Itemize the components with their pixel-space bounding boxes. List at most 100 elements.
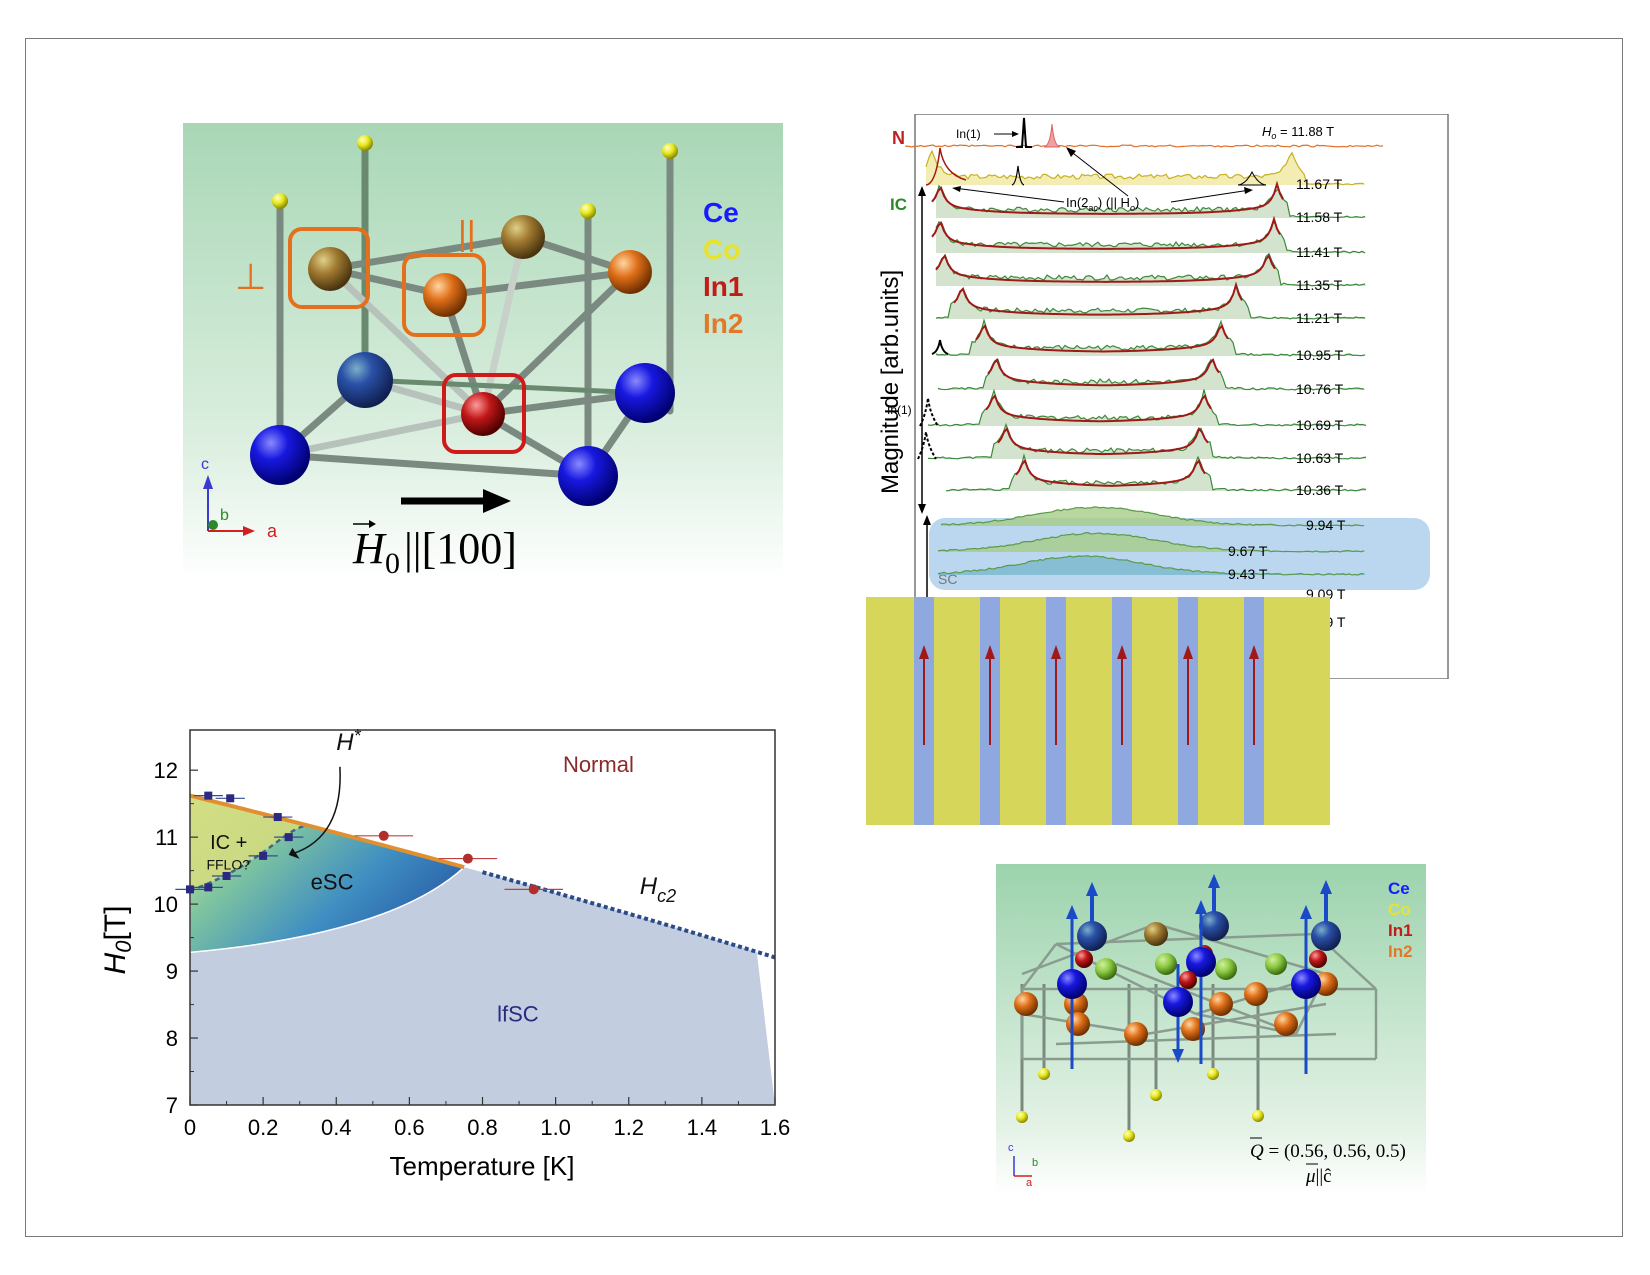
svg-text:c: c — [1008, 1142, 1014, 1154]
data-point-square — [204, 883, 213, 892]
label-normal: N — [892, 128, 905, 148]
y-tick-label: 8 — [166, 1026, 178, 1051]
afm-legend-in2: In2 — [1388, 942, 1413, 961]
hstar-arrow — [292, 766, 341, 855]
spin-arrow — [1086, 882, 1098, 896]
data-point-square — [226, 794, 235, 803]
moment-arrowhead — [1183, 645, 1193, 659]
ce-atom — [1057, 969, 1087, 999]
y-tick-label: 7 — [166, 1093, 178, 1118]
data-point-circle — [462, 853, 473, 864]
in2-atom — [1244, 982, 1268, 1006]
data-point-square — [284, 833, 293, 842]
fflo-stripe-panel — [866, 597, 1330, 825]
co-atom — [662, 143, 678, 159]
y-tick-label: 12 — [154, 758, 178, 783]
afm-lattice — [1014, 874, 1378, 1142]
afm-structure-panel: Ce Co In1 In2 c b a Q = (0.56, 0.56, 0.5… — [996, 864, 1426, 1194]
co-atom — [1150, 1089, 1162, 1101]
x-tick-label: 1.2 — [613, 1115, 644, 1140]
in1-atom — [1075, 950, 1093, 968]
perp-mark: ⊥ — [235, 256, 266, 297]
in2-atom — [501, 215, 545, 259]
hstar-label: H* — [336, 726, 361, 756]
field-label: 11.67 T — [1296, 176, 1343, 192]
moment-arrowhead — [919, 645, 929, 659]
field-label: 10.69 T — [1296, 417, 1344, 433]
in2-atom — [1014, 992, 1038, 1016]
in2-para-highlight — [402, 253, 486, 337]
field-label: 11.35 T — [1296, 277, 1343, 293]
svg-text:Q = (0.56, 0.56, 0.5): Q = (0.56, 0.56, 0.5) — [1250, 1141, 1406, 1162]
afm-legend: Ce Co In1 In2 — [1388, 879, 1413, 961]
nmr-spectra-panel: Magnitude [arb.units] SC N IC In(1) In(1… — [877, 114, 1449, 679]
field-arrowhead — [483, 489, 511, 513]
svg-text:a: a — [1026, 1177, 1033, 1189]
region-lfsc: lfSC — [497, 1001, 539, 1026]
in2-atom — [423, 273, 467, 317]
x-tick-label: 0.2 — [248, 1115, 279, 1140]
spin-arrow — [1320, 880, 1332, 894]
x-tick-label: 1.4 — [687, 1115, 718, 1140]
top-field-label: Ho = 11.88 T — [1262, 124, 1334, 141]
label-in2: In(2ac) (|| Ho) — [1066, 195, 1139, 213]
afm-legend-ce: Ce — [1388, 879, 1410, 898]
ce-atom — [1186, 947, 1216, 977]
ce-atom — [250, 425, 310, 485]
x-tick-label: 0.4 — [321, 1115, 352, 1140]
hc2-line-solid — [190, 793, 465, 870]
sc-region — [929, 518, 1430, 590]
q-vector-label: Q = (0.56, 0.56, 0.5) — [1250, 1137, 1406, 1162]
spin-arrow — [1300, 905, 1312, 919]
in1-atom — [1309, 950, 1327, 968]
svg-text:b: b — [1032, 1157, 1038, 1169]
ce-atom — [1163, 987, 1193, 1017]
in2-atom — [308, 247, 352, 291]
region-fflo: FFLO? — [206, 856, 250, 872]
in2-atom — [1209, 992, 1233, 1016]
svg-text:H0[T]: H0[T] — [99, 906, 136, 975]
data-point-square — [259, 851, 268, 860]
in2-atom — [1155, 953, 1177, 975]
axis-b-label: b — [220, 507, 229, 524]
afm-legend-in1: In1 — [1388, 921, 1413, 940]
co-atom — [357, 135, 373, 151]
field-label: 9.94 T — [1306, 517, 1346, 533]
data-point-square — [273, 813, 282, 822]
axis-a-label: a — [267, 521, 278, 541]
ce-atom — [337, 352, 393, 408]
legend-in1: In1 — [703, 271, 743, 302]
co-atom — [1038, 1068, 1050, 1080]
field-label: 10.95 T — [1296, 347, 1344, 363]
moment-arrowhead — [985, 645, 995, 659]
field-label: 10.63 T — [1296, 450, 1344, 466]
in2-atom — [1215, 958, 1237, 980]
x-tick-label: 0.6 — [394, 1115, 425, 1140]
in2-atom — [1314, 972, 1338, 996]
data-point-square — [204, 791, 213, 800]
stripe-group — [914, 597, 1264, 825]
in2-atom — [1274, 1012, 1298, 1036]
field-label: 10.36 T — [1296, 482, 1344, 498]
afm-legend-co: Co — [1388, 900, 1411, 919]
field-label: 10.76 T — [1296, 381, 1344, 397]
svg-text:H: H — [352, 524, 387, 573]
mu-label: μ||ĉ — [1305, 1163, 1332, 1187]
in2-atom — [1095, 958, 1117, 980]
x-tick-label: 0 — [184, 1115, 196, 1140]
data-point-square — [222, 871, 231, 880]
in1-atom — [1179, 971, 1197, 989]
legend-ce: Ce — [703, 197, 739, 228]
data-point-circle — [528, 884, 539, 895]
x-tick-label: 0.8 — [467, 1115, 498, 1140]
phase-diagram-panel: Normal eSC lfSC IC + FFLO? H* Hc2 0 0.2 0.4 0.6 0.… — [99, 726, 790, 1181]
label-ic: IC — [890, 195, 907, 214]
crystal-legend: Ce Co In1 In2 — [703, 197, 743, 339]
co-atom — [272, 193, 288, 209]
axis-triad: c b a — [201, 456, 278, 541]
in2-atom — [608, 250, 652, 294]
field-label: 11.41 T — [1296, 244, 1343, 260]
co-atom — [1252, 1110, 1264, 1122]
data-point-circle — [378, 830, 389, 841]
ce-atom — [1199, 911, 1229, 941]
